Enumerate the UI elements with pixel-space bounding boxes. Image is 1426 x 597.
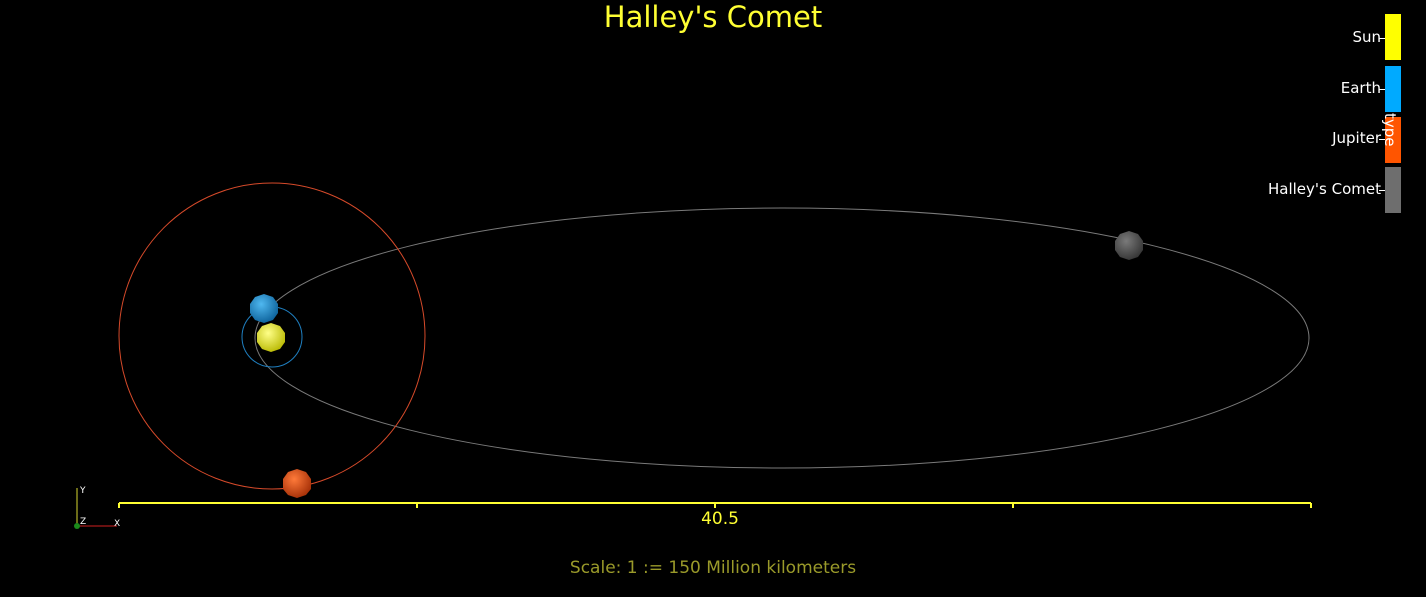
legend-tick [1379, 38, 1385, 39]
ruler-label: 40.5 [701, 509, 739, 529]
page-title: Halley's Comet [603, 0, 823, 34]
axis-y-label: Y [79, 486, 86, 496]
earth-body[interactable] [250, 294, 278, 323]
legend-swatch-halleys-comet [1385, 167, 1401, 213]
scale-caption: Scale: 1 := 150 Million kilometers [569, 558, 857, 578]
legend-label-sun: Sun [1352, 28, 1381, 46]
legend-swatch-sun [1385, 14, 1401, 60]
legend-label-earth: Earth [1340, 79, 1381, 97]
legend-tick [1379, 190, 1385, 191]
sun-body[interactable] [257, 323, 285, 352]
legend-tick [1379, 89, 1385, 90]
jupiter-body[interactable] [283, 469, 311, 498]
legend-swatch-earth [1385, 66, 1401, 112]
legend-title: type [1381, 113, 1399, 147]
legend-label-jupiter: Jupiter [1332, 129, 1381, 147]
comet-body[interactable] [1115, 231, 1143, 260]
axis-z-label: Z [80, 517, 86, 527]
axes-triad: Y Z X [74, 486, 120, 529]
axis-x-label: X [114, 519, 120, 529]
comet-orbit [254, 207, 1310, 469]
legend-tick [1379, 139, 1385, 140]
jupiter-orbit [118, 182, 426, 490]
legend-label-halleys-comet: Halley's Comet [1268, 180, 1381, 198]
legend-swatch-jupiter [1385, 117, 1401, 163]
scale-ruler [118, 502, 1312, 508]
